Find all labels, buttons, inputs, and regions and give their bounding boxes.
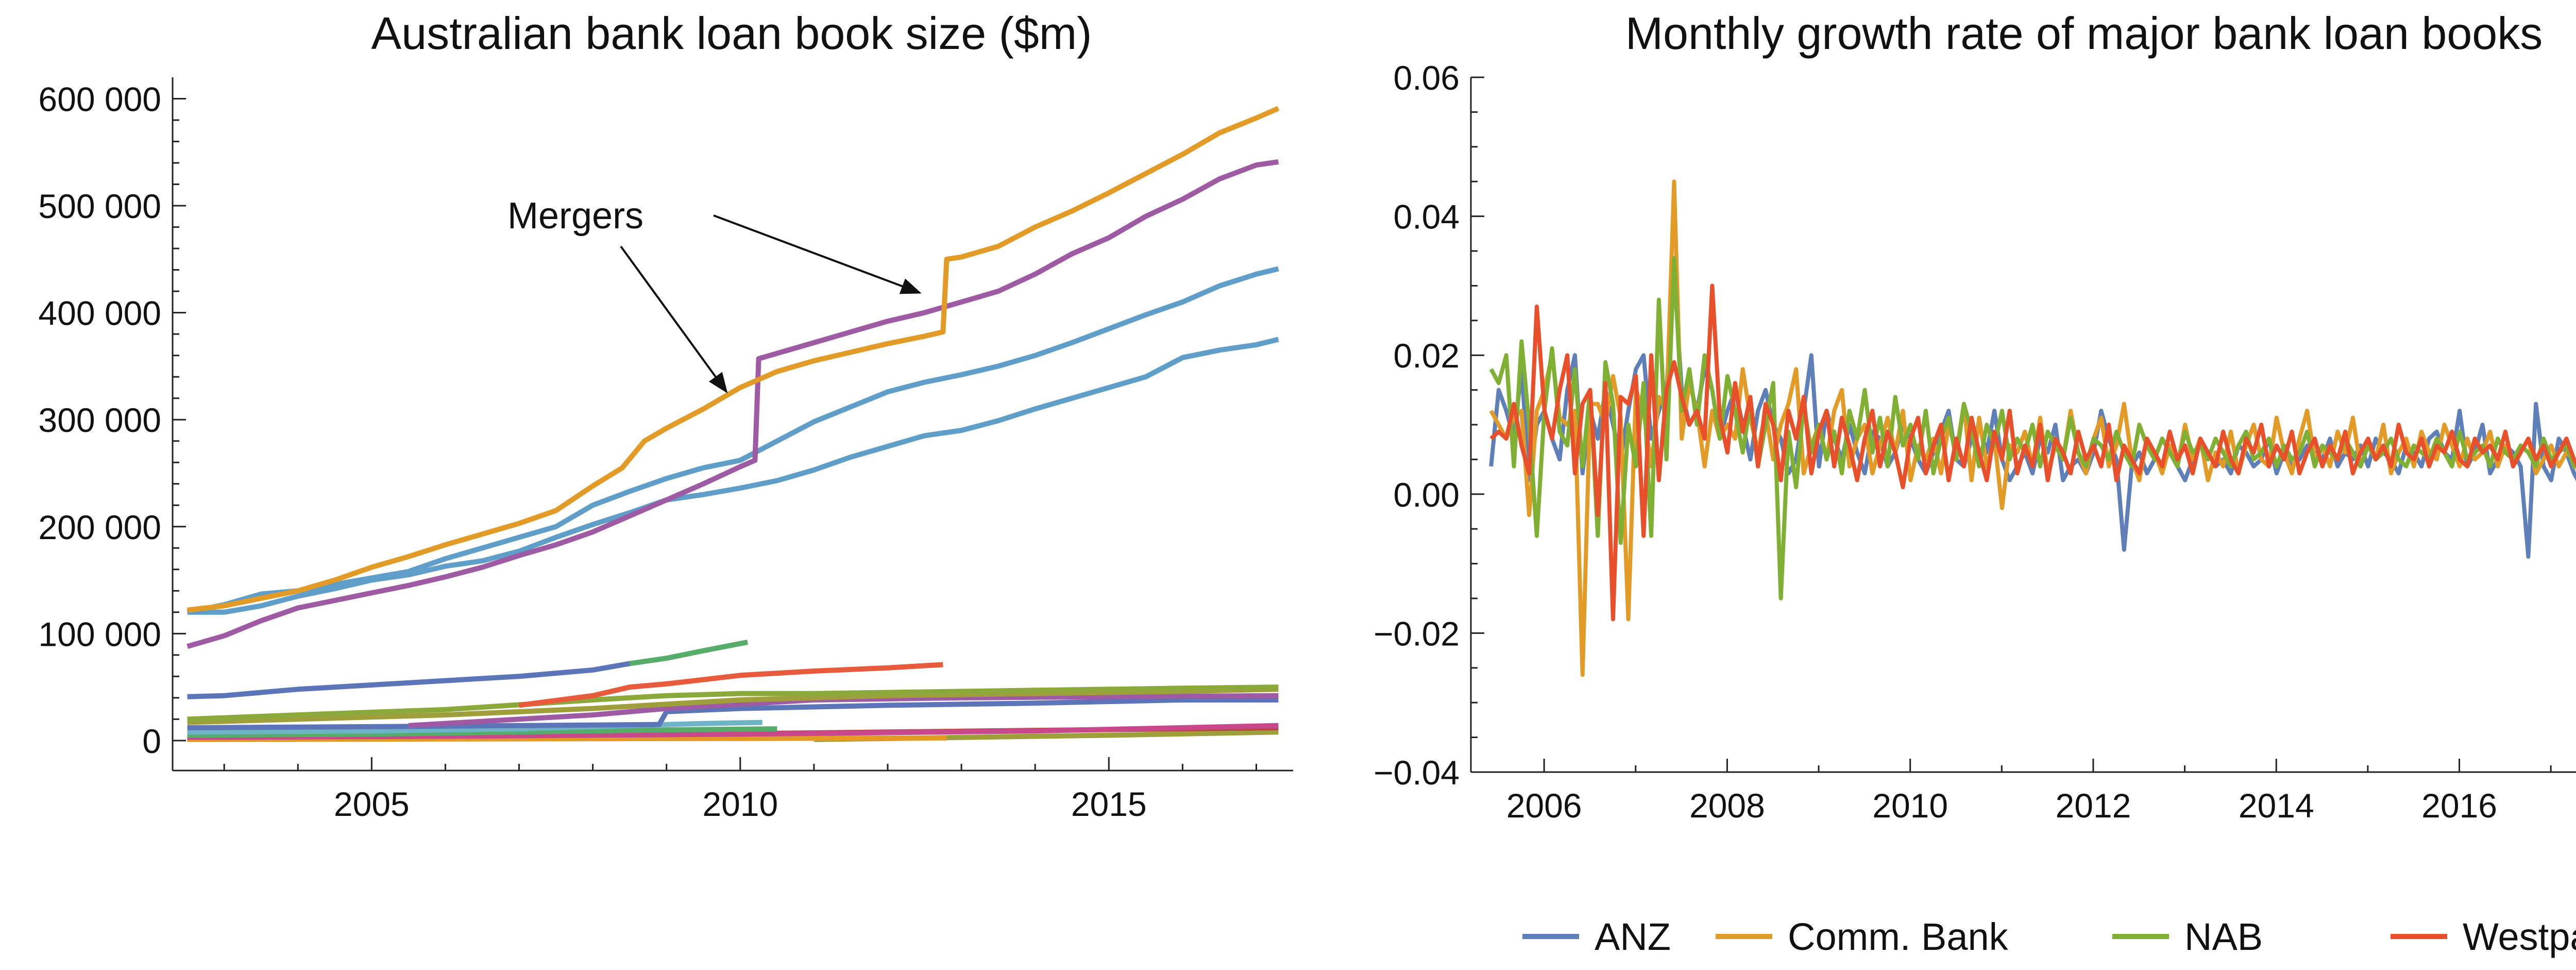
legend-label-anz: ANZ (1595, 915, 1671, 958)
legend-label-westpac: Westpac (2463, 915, 2576, 958)
series-line-other-4 (187, 684, 1279, 722)
right-x-tick-label: 2008 (1689, 787, 1765, 825)
growth-line-westpac (1489, 283, 2576, 622)
right-y-tick-label: 0.04 (1394, 198, 1460, 236)
right-x-tick-label: 2006 (1506, 787, 1582, 825)
series-line-other-9 (187, 726, 777, 738)
monthly-growth-chart: Monthly growth rate of major bank loan b… (1374, 8, 2576, 825)
left-x-tick-label: 2015 (1071, 785, 1147, 823)
left-y-tick-label: 0 (142, 722, 161, 760)
left-series-group (187, 106, 1280, 742)
left-y-tick-label: 500 000 (38, 187, 161, 225)
legend: ANZ Comm. Bank NAB Westpac (1522, 915, 2576, 958)
series-line-comm-bank (187, 106, 1280, 613)
right-y-tick-label: −0.04 (1374, 754, 1460, 792)
right-x-tick-label: 2012 (2056, 787, 2131, 825)
left-y-tick-label: 400 000 (38, 294, 161, 332)
merger-arrow-westpac (620, 245, 728, 394)
right-x-tick-label: 2014 (2239, 787, 2314, 825)
right-chart-title: Monthly growth rate of major bank loan b… (1625, 8, 2543, 59)
legend-label-comm-bank: Comm. Bank (1788, 915, 2009, 958)
left-y-tick-label: 200 000 (38, 508, 161, 546)
series-line-westpac (187, 159, 1279, 649)
series-line-other-6 (408, 693, 1279, 728)
merger-arrow-commbank (713, 214, 922, 294)
mergers-annotation: Mergers (507, 195, 922, 394)
right-y-tick-label: 0.02 (1394, 337, 1460, 375)
left-y-tick-label: 300 000 (38, 401, 161, 439)
left-axis-ticks: 2005 2010 2015 0 100 000 200 000 300 000 400 00… (38, 80, 1257, 823)
series-line-other-7 (187, 697, 1279, 730)
series-line-other-2 (629, 639, 749, 666)
right-y-tick-label: 0.00 (1394, 476, 1460, 514)
loan-book-size-chart: Australian bank loan book size ($m) 2005… (38, 8, 1293, 823)
series-line-anz (187, 266, 1279, 615)
right-axis-ticks: 2006 2008 2010 2012 2014 2016 −0.04 −0.02 0.00 0.… (1374, 59, 2552, 825)
mergers-label: Mergers (507, 195, 643, 237)
left-y-tick-label: 600 000 (38, 80, 161, 119)
legend-label-nab: NAB (2184, 915, 2263, 958)
right-y-tick-label: 0.06 (1394, 59, 1460, 97)
right-y-tick-label: −0.02 (1374, 614, 1460, 653)
series-line-other-1 (187, 661, 631, 699)
series-line-other-5 (187, 687, 1279, 725)
left-x-tick-label: 2010 (702, 785, 778, 823)
right-x-tick-label: 2010 (1872, 787, 1948, 825)
left-chart-title: Australian bank loan book size ($m) (371, 8, 1092, 59)
right-series-group (1489, 179, 2576, 677)
series-line-nab (187, 337, 1279, 615)
left-x-tick-label: 2005 (334, 785, 410, 823)
left-y-tick-label: 100 000 (38, 615, 161, 653)
series-line-other-3 (518, 662, 943, 708)
right-x-tick-label: 2016 (2421, 787, 2497, 825)
